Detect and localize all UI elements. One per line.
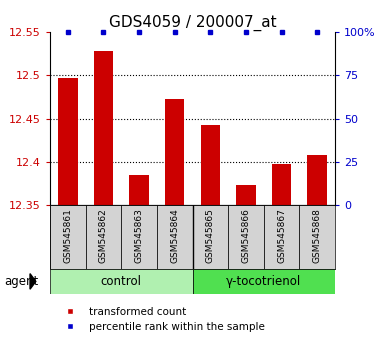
Bar: [85, 205, 121, 269]
Bar: [157, 205, 192, 269]
Bar: [201, 125, 220, 205]
Bar: [228, 205, 264, 269]
Text: GSM545866: GSM545866: [241, 209, 250, 263]
Bar: [129, 175, 149, 205]
Bar: [192, 205, 228, 269]
Text: GSM545861: GSM545861: [64, 209, 72, 263]
Bar: [272, 164, 291, 205]
Bar: [236, 185, 256, 205]
Text: GSM545863: GSM545863: [135, 209, 144, 263]
Bar: [192, 269, 335, 294]
Bar: [58, 78, 78, 205]
Bar: [121, 205, 157, 269]
Text: γ-tocotrienol: γ-tocotrienol: [226, 275, 301, 288]
Legend: transformed count, percentile rank within the sample: transformed count, percentile rank withi…: [55, 303, 269, 336]
Bar: [50, 269, 192, 294]
Text: agent: agent: [4, 275, 38, 288]
Text: GSM545864: GSM545864: [170, 209, 179, 263]
Text: GSM545867: GSM545867: [277, 209, 286, 263]
Bar: [300, 205, 335, 269]
Bar: [264, 205, 300, 269]
Bar: [94, 51, 113, 205]
Title: GDS4059 / 200007_at: GDS4059 / 200007_at: [109, 14, 276, 30]
Text: GSM545862: GSM545862: [99, 209, 108, 263]
Text: control: control: [101, 275, 142, 288]
Bar: [165, 99, 184, 205]
Text: GSM545868: GSM545868: [313, 209, 321, 263]
Bar: [307, 155, 327, 205]
Polygon shape: [30, 274, 36, 289]
Text: GSM545865: GSM545865: [206, 209, 215, 263]
Bar: [50, 205, 85, 269]
